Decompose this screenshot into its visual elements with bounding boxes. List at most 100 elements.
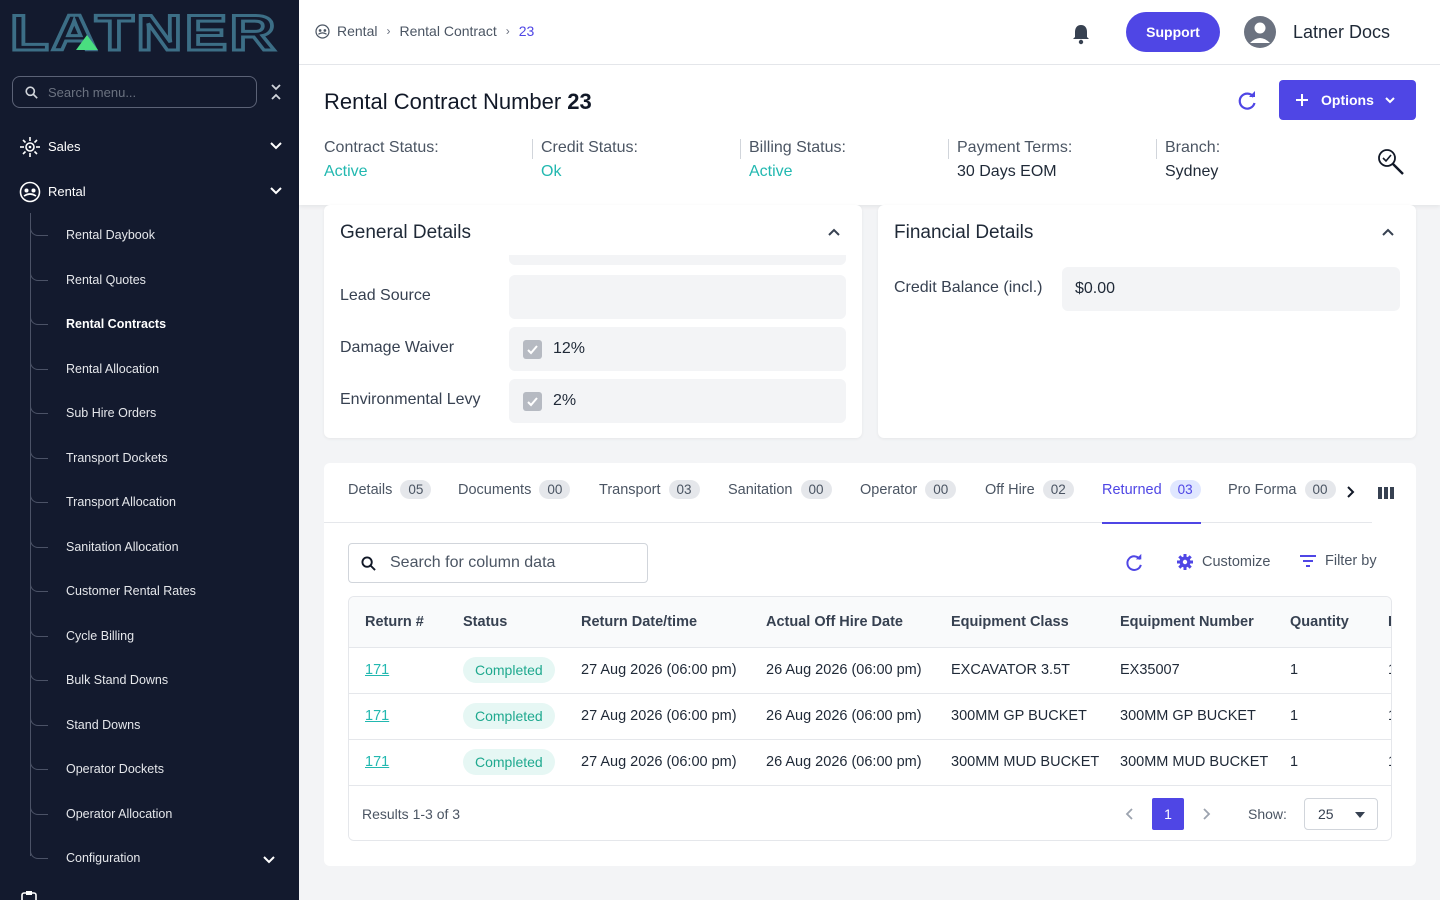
sidebar-item-operator-allocation[interactable]: Operator Allocation [30, 800, 290, 830]
breadcrumb-rental[interactable]: Rental [337, 23, 378, 39]
breadcrumb-rental-contract[interactable]: Rental Contract [399, 23, 497, 39]
collapse-sidebar-icon[interactable] [266, 80, 286, 104]
col-equipment-class[interactable]: Equipment Class [951, 613, 1069, 630]
page-size-select[interactable]: 25 [1304, 798, 1378, 830]
status-value: 30 Days EOM [957, 163, 1057, 180]
search-check-icon[interactable] [1376, 147, 1406, 177]
page-title: Rental Contract Number 23 [324, 89, 592, 115]
sidebar: LATNER Search menu... Sales Rental Renta… [0, 0, 299, 900]
sidebar-item-cycle-billing[interactable]: Cycle Billing [30, 622, 290, 652]
customize-button[interactable]: Customize [1176, 553, 1271, 571]
tree-connector [30, 844, 48, 859]
options-button[interactable]: Options [1279, 80, 1416, 120]
col-status[interactable]: Status [463, 613, 508, 630]
sidebar-item-label: Sub Hire Orders [66, 406, 157, 420]
sidebar-item-sanitation-allocation[interactable]: Sanitation Allocation [30, 533, 290, 563]
card-title: Financial Details [894, 222, 1034, 243]
sidebar-item-label: Customer Rental Rates [66, 584, 196, 598]
sidebar-item-rental-daybook[interactable]: Rental Daybook [30, 221, 290, 251]
latner-logo[interactable]: LATNER [10, 10, 280, 54]
search-icon [361, 555, 376, 571]
col-return-date[interactable]: Return Date/time [581, 613, 698, 630]
sidebar-item-sales[interactable]: Sales [0, 126, 299, 166]
environmental-levy-input[interactable]: 2% [509, 379, 846, 423]
menu-search-input[interactable]: Search menu... [12, 76, 257, 108]
sidebar-item-rental-allocation[interactable]: Rental Allocation [30, 355, 290, 385]
sidebar-item-sub-hire-orders[interactable]: Sub Hire Orders [30, 399, 290, 429]
extra-cell: 1 [1372, 739, 1391, 785]
table-search-input[interactable]: Search for column data [348, 543, 648, 583]
sidebar-item-operator-dockets[interactable]: Operator Dockets [30, 755, 290, 785]
page-button-current[interactable]: 1 [1152, 798, 1184, 830]
damage-waiver-input[interactable]: 12% [509, 327, 846, 371]
equipment-class-cell: EXCAVATOR 3.5T [951, 662, 1070, 678]
sidebar-item-transport-dockets[interactable]: Transport Dockets [30, 444, 290, 474]
avatar[interactable] [1244, 16, 1276, 48]
tree-connector [30, 577, 48, 592]
sidebar-item-rental[interactable]: Rental [0, 171, 299, 211]
filter-by-button[interactable]: Filter by [1299, 553, 1377, 569]
caret-down-icon [1355, 812, 1365, 818]
sidebar-item-transport-allocation[interactable]: Transport Allocation [30, 488, 290, 518]
search-placeholder: Search for column data [390, 554, 556, 571]
tab-sanitation[interactable]: Sanitation 00 [728, 480, 832, 524]
table-row[interactable]: 171 Completed 27 Aug 2026 (06:00 pm) 26 … [349, 647, 1391, 693]
plus-icon [1296, 94, 1308, 106]
col-extra[interactable]: I [1388, 613, 1392, 630]
sidebar-item-stand-downs[interactable]: Stand Downs [30, 711, 290, 741]
financial-details-card: Financial Details Credit Balance (incl.)… [878, 205, 1416, 438]
chevron-left-icon[interactable] [1124, 807, 1136, 821]
tab-pro-forma[interactable]: Pro Forma 00 [1228, 480, 1336, 524]
damage-waiver-checkbox[interactable] [523, 339, 542, 359]
sidebar-item-rental-quotes[interactable]: Rental Quotes [30, 266, 290, 296]
bell-icon[interactable] [1071, 23, 1091, 45]
user-name[interactable]: Latner Docs [1293, 22, 1391, 42]
tree-connector [30, 666, 48, 681]
tab-transport[interactable]: Transport 03 [599, 480, 700, 524]
environmental-levy-checkbox[interactable] [523, 391, 542, 411]
sidebar-item-customer-rental-rates[interactable]: Customer Rental Rates [30, 577, 290, 607]
col-actual-off-hire[interactable]: Actual Off Hire Date [766, 613, 903, 630]
title-text: Rental Contract Number [324, 89, 562, 114]
col-equipment-number[interactable]: Equipment Number [1120, 613, 1254, 630]
chevron-right-icon[interactable] [1200, 807, 1212, 821]
tab-label: Pro Forma [1228, 482, 1297, 498]
return-number-link[interactable]: 171 [365, 754, 390, 771]
columns-icon[interactable] [1377, 484, 1395, 502]
breadcrumb-current: 23 [518, 23, 535, 39]
table-header-row: Return # Status Return Date/time Actual … [349, 597, 1392, 647]
tab-off-hire[interactable]: Off Hire 02 [985, 480, 1074, 524]
tree-connector [30, 622, 48, 637]
return-number-link[interactable]: 171 [365, 662, 390, 678]
field-lead-source: Lead Source [340, 275, 846, 319]
count-badge: 00 [800, 480, 832, 499]
lead-source-input[interactable] [509, 275, 846, 319]
count-badge: 03 [668, 480, 700, 499]
col-return-no[interactable]: Return # [365, 613, 424, 630]
divider [1156, 139, 1157, 159]
support-button[interactable]: Support [1126, 12, 1220, 52]
refresh-icon[interactable] [1236, 90, 1258, 112]
scrolled-field [509, 255, 846, 265]
status-value: Ok [541, 163, 562, 180]
sidebar-item-bulk-stand-downs[interactable]: Bulk Stand Downs [30, 666, 290, 696]
tab-returned[interactable]: Returned 03 [1102, 480, 1201, 524]
refresh-icon[interactable] [1124, 553, 1144, 573]
chevron-up-icon[interactable] [1381, 225, 1395, 239]
table-row[interactable]: 171 Completed 27 Aug 2026 (06:00 pm) 26 … [349, 693, 1391, 739]
chevron-right-icon[interactable] [1344, 485, 1358, 499]
col-quantity[interactable]: Quantity [1290, 613, 1349, 630]
tab-documents[interactable]: Documents 00 [458, 480, 571, 524]
chevron-up-icon[interactable] [827, 225, 841, 239]
tree-connector [30, 800, 48, 815]
tab-operator[interactable]: Operator 00 [860, 480, 957, 524]
table-row[interactable]: 171 Completed 27 Aug 2026 (06:00 pm) 26 … [349, 739, 1391, 785]
check-icon [527, 396, 538, 406]
sidebar-item-configuration[interactable]: Configuration [30, 844, 290, 874]
status-label: Payment Terms: [957, 139, 1073, 156]
return-number-link[interactable]: 171 [365, 708, 390, 724]
tab-bar: Details 05 Documents 00 Transport 03 Sanita… [324, 463, 1372, 524]
sidebar-item-rental-contracts[interactable]: Rental Contracts [30, 310, 290, 340]
tree-connector [30, 444, 48, 459]
tab-details[interactable]: Details 05 [348, 480, 432, 524]
